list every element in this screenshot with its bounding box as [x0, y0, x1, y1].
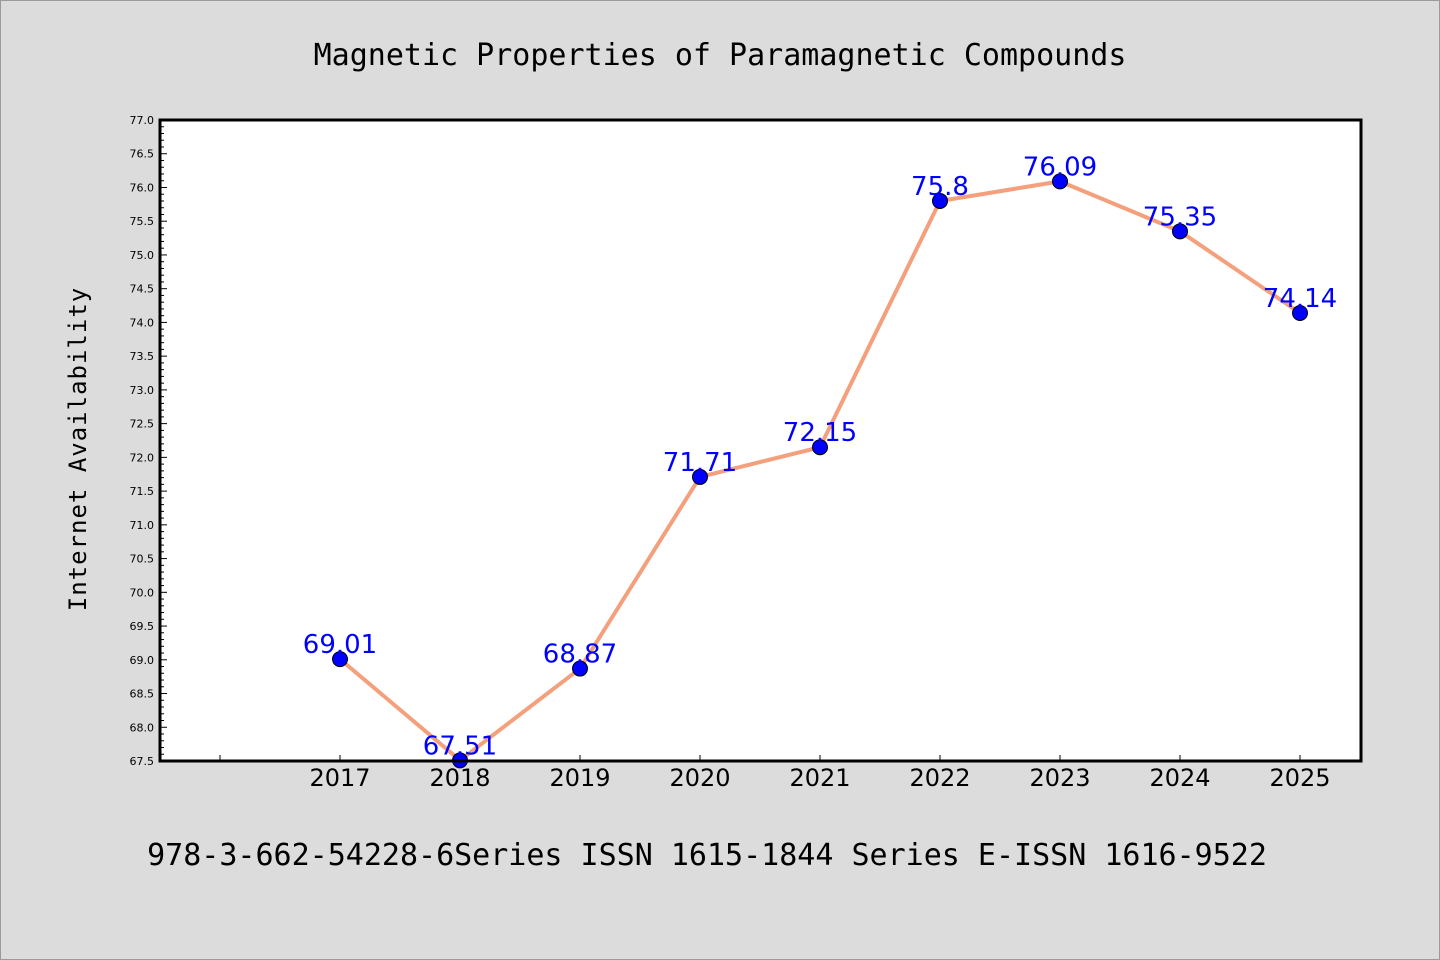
data-point-marker — [1052, 173, 1068, 190]
data-point-label: 76.09 — [1023, 152, 1097, 182]
x-tick-label: 2022 — [909, 764, 970, 792]
plot-area — [160, 120, 1361, 761]
data-point-label: 67.51 — [423, 731, 497, 761]
y-axis-ticks: 67.5 68.0 68.5 69.0 69.5 70.0 70.5 71.0 71.5 72.0… — [130, 114, 167, 768]
x-tick-label: 2020 — [669, 764, 730, 792]
y-tick-label: 68.5 — [130, 688, 155, 701]
x-tick-label: 2019 — [549, 764, 610, 792]
y-tick-label: 75.0 — [130, 249, 155, 262]
y-tick-label: 74.0 — [130, 316, 155, 329]
y-tick-label: 67.5 — [130, 755, 155, 768]
footer-isbn-text: 978-3-662-54228-6Series ISSN 1615-1844 S… — [147, 838, 1267, 873]
data-point-label: 68.87 — [543, 640, 617, 670]
data-point-label: 75.8 — [911, 172, 969, 202]
data-labels: 69.01 67.51 68.87 71.71 72.15 75.8 76.09 75.35 7… — [303, 152, 1337, 761]
data-point-marker — [1292, 304, 1308, 321]
data-point-marker — [332, 651, 348, 668]
y-tick-label: 71.0 — [130, 519, 155, 532]
y-axis-label: Internet Availability — [64, 287, 92, 611]
data-point-marker — [1172, 223, 1188, 240]
data-point-marker — [812, 439, 828, 456]
y-tick-label: 72.5 — [130, 418, 155, 431]
data-point-marker — [932, 192, 948, 209]
y-tick-label: 72.0 — [130, 451, 155, 464]
data-point-marker — [692, 468, 708, 485]
y-tick-label: 69.5 — [130, 620, 155, 633]
data-point-label: 69.01 — [303, 630, 377, 660]
y-tick-label: 70.0 — [130, 586, 155, 599]
x-tick-label: 2018 — [429, 764, 490, 792]
y-tick-label: 69.0 — [130, 654, 155, 667]
y-tick-label: 71.5 — [130, 485, 155, 498]
series-layer — [332, 173, 1308, 769]
y-tick-label: 70.5 — [130, 553, 155, 566]
x-tick-label: 2017 — [309, 764, 370, 792]
y-tick-label: 68.0 — [130, 721, 155, 734]
y-tick-label: 77.0 — [130, 114, 155, 127]
data-point-label: 71.71 — [663, 448, 737, 478]
y-tick-label: 74.5 — [130, 283, 155, 296]
data-point-label: 74.14 — [1263, 284, 1337, 314]
data-point-marker — [572, 660, 588, 677]
y-tick-label: 73.0 — [130, 384, 155, 397]
x-tick-label: 2025 — [1269, 764, 1330, 792]
data-point-label: 75.35 — [1143, 202, 1217, 232]
y-tick-label: 76.0 — [130, 181, 155, 194]
chart-title: Magnetic Properties of Paramagnetic Comp… — [314, 38, 1127, 73]
plot-frame — [158, 118, 1363, 763]
y-tick-label: 75.5 — [130, 215, 155, 228]
y-tick-label: 76.5 — [130, 148, 155, 161]
x-tick-label: 2024 — [1149, 764, 1210, 792]
x-tick-label: 2023 — [1029, 764, 1090, 792]
x-tick-label: 2021 — [789, 764, 850, 792]
y-tick-label: 73.5 — [130, 350, 155, 363]
data-point-label: 72.15 — [783, 418, 857, 448]
